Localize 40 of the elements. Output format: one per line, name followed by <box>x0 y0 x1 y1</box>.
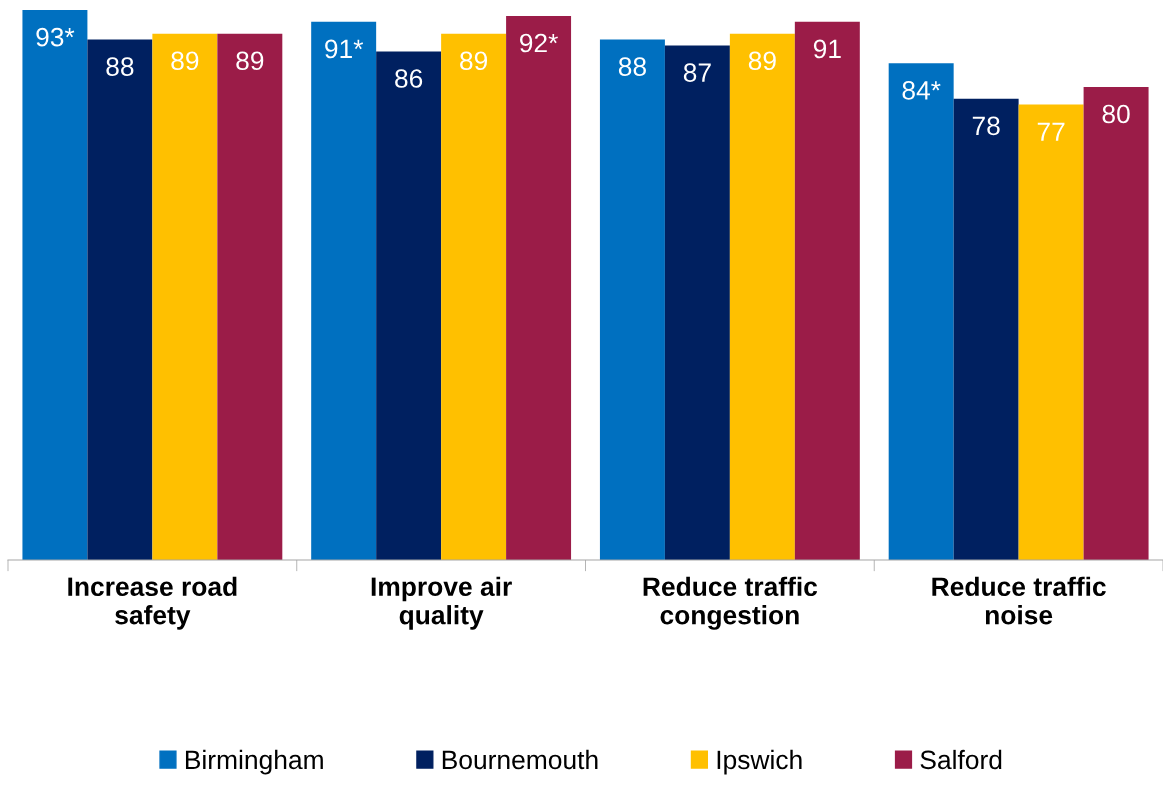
bar <box>217 33 283 560</box>
data-label: 78 <box>972 116 1000 136</box>
bar <box>87 39 153 560</box>
bar <box>1083 86 1149 560</box>
bar <box>441 33 507 560</box>
data-label: 89 <box>171 51 199 71</box>
bar <box>664 45 730 560</box>
bar <box>311 21 377 560</box>
bar <box>599 39 665 560</box>
legend-label: Birmingham <box>185 749 323 775</box>
bar <box>1018 104 1084 560</box>
x-tick-label: Reduce traffic noise <box>932 576 1106 625</box>
bar <box>22 10 88 560</box>
data-label: 84* <box>902 80 941 100</box>
bar <box>888 63 954 560</box>
x-tick-label: Increase road safety <box>68 576 237 630</box>
x-tick-label: Improve air quality <box>371 576 512 630</box>
data-label: 87 <box>683 63 711 82</box>
bar <box>376 51 442 560</box>
legend-label: Bournemouth <box>442 749 598 770</box>
data-label: 89 <box>460 51 488 71</box>
data-label: 89 <box>748 51 776 71</box>
data-label: 89 <box>236 51 264 71</box>
data-label: 88 <box>618 57 646 77</box>
data-label: 91* <box>325 39 364 59</box>
data-label: 80 <box>1102 104 1130 124</box>
bar <box>794 21 860 560</box>
x-tick-label: Reduce traffic congestion <box>643 576 818 630</box>
data-label: 86 <box>395 69 423 88</box>
data-label: 77 <box>1037 122 1065 141</box>
data-label: 91 <box>813 39 841 59</box>
data-label: 93* <box>36 27 75 47</box>
legend-label: Ipswich <box>717 749 802 775</box>
data-label: 88 <box>106 57 134 77</box>
bar <box>729 33 795 560</box>
legend-label: Salford <box>920 749 1002 770</box>
bar <box>506 15 572 560</box>
data-label: 92* <box>520 33 558 53</box>
bar <box>152 33 218 560</box>
bar <box>953 98 1019 560</box>
